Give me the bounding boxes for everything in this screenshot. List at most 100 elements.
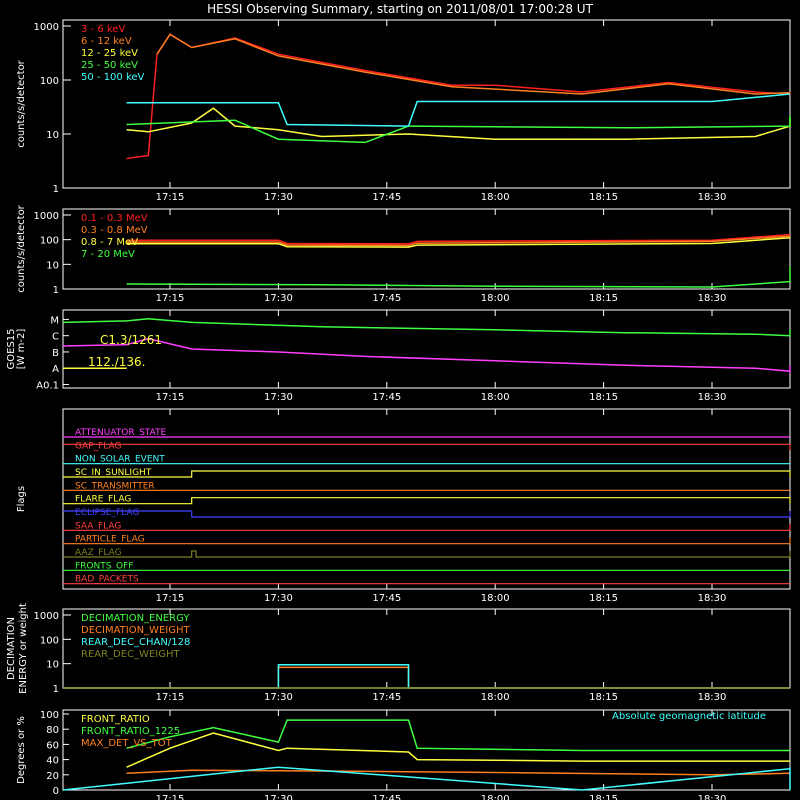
y-tick-label: 100 (40, 635, 59, 646)
x-tick-label: 18:30 (698, 794, 727, 800)
y-tick-label: A (52, 364, 59, 375)
legend-entry: 7 - 20 MeV (81, 249, 135, 260)
legend-entry: FRONT_RATIO (81, 714, 150, 725)
legend-entry: 0.3 - 0.8 MeV (81, 225, 148, 236)
panel-2: 17:15 17:30 17:45 18:00 18:15 18:30 1 10 100 1000… (16, 204, 791, 304)
flag-label: ECLIPSE_FLAG (75, 508, 139, 518)
y-axis-label: [W m-2] (16, 329, 27, 370)
y-axis-label: GOES15 (6, 328, 17, 369)
series-line (126, 266, 791, 288)
legend-entry: REAR_DEC_WEIGHT (81, 649, 180, 660)
panel-4: 17:15 17:30 17:45 18:00 18:15 18:30 Flags ATTEN… (16, 408, 791, 604)
series-line (126, 115, 791, 144)
panel-1: 17:15 17:30 17:45 18:00 18:15 18:30 1 10 100 1000… (16, 19, 791, 203)
panels: 17:15 17:30 17:45 18:00 18:15 18:301101001000… (6, 19, 791, 800)
x-tick-label: 18:00 (481, 692, 510, 703)
legend-entry: 0.1 - 0.3 MeV (81, 213, 148, 224)
flag-line (63, 470, 791, 478)
y-tick-label: C (52, 332, 59, 343)
series-line (126, 235, 791, 247)
x-tick-label: 17:30 (264, 692, 293, 703)
series-line (126, 236, 791, 248)
figure-title: HESSI Observing Summary, starting on 201… (207, 2, 593, 16)
y-tick-label: 1 (53, 184, 59, 195)
x-tick-label: 17:30 (264, 392, 293, 403)
y-tick-label: 10 (46, 130, 59, 141)
y-tick-label: 1000 (34, 611, 59, 622)
legend-entry: REAR_DEC_CHAN/128 (81, 637, 190, 648)
x-tick-label: 17:15 (156, 192, 185, 203)
legend-entry: MAX_DET_VS_TOT (81, 738, 173, 749)
series-line (126, 93, 791, 127)
x-tick-label: 18:15 (589, 192, 618, 203)
flag-line (63, 550, 791, 558)
flag-label: SAA_FLAG (75, 521, 121, 531)
annotation: Absolute geomagnetic latitude (612, 711, 766, 722)
series-line (63, 664, 790, 689)
x-tick-label: 18:00 (481, 794, 510, 800)
panel-frame (62, 19, 791, 189)
x-tick-label: 18:30 (698, 192, 727, 203)
x-tick-label: 17:45 (372, 293, 401, 304)
flag-label: SC_TRANSMITTER (75, 481, 155, 491)
legend-entry: 6 - 12 keV (81, 36, 132, 47)
x-tick-label: 17:15 (156, 794, 185, 800)
y-tick-label: 80 (46, 725, 59, 736)
y-tick-label: 1 (53, 285, 59, 296)
x-tick-label: 18:30 (698, 293, 727, 304)
annotation: C1.3/1261 (100, 333, 162, 347)
flag-label: GAP_FLAG (75, 441, 121, 451)
series-line (126, 769, 791, 776)
x-tick-label: 18:00 (481, 593, 510, 604)
x-tick-label: 17:45 (372, 692, 401, 703)
x-tick-label: 18:15 (589, 794, 618, 800)
x-tick-label: 17:30 (264, 192, 293, 203)
y-axis-label: Flags (16, 486, 27, 512)
y-tick-label: M (50, 315, 59, 326)
x-tick-label: 17:30 (264, 293, 293, 304)
flag-line (63, 524, 791, 531)
flag-label: ATTENUATOR_STATE (75, 428, 167, 438)
legend-entry: DECIMATION_ENERGY (81, 613, 190, 624)
y-axis-label: DECIMATION (6, 617, 17, 680)
flag-label: FRONTS_OFF (75, 561, 133, 571)
x-tick-label: 17:15 (156, 293, 185, 304)
flag-label: BAD_PACKETS (75, 575, 139, 585)
series-line (126, 233, 791, 245)
x-tick-label: 17:15 (156, 692, 185, 703)
legend-entry: 0.8 - 7 MeV (81, 237, 138, 248)
legend-entry: FRONT_RATIO_1225 (81, 726, 180, 737)
y-tick-label: A0.1 (36, 381, 59, 392)
series-line (126, 732, 790, 768)
y-tick-label: 100 (40, 236, 59, 247)
series-line (62, 317, 791, 337)
panel-frame (62, 208, 791, 290)
y-tick-label: 40 (46, 756, 59, 767)
x-tick-label: 17:15 (156, 392, 185, 403)
x-tick-label: 17:45 (372, 192, 401, 203)
series-line (126, 33, 791, 160)
y-axis-label: counts/s/detector (16, 204, 27, 292)
x-tick-label: 18:15 (589, 692, 618, 703)
series-line (126, 107, 791, 140)
flag-line (63, 443, 791, 451)
x-tick-label: 18:00 (481, 392, 510, 403)
x-tick-label: 18:00 (481, 192, 510, 203)
x-tick-label: 17:30 (264, 593, 293, 604)
y-axis-label: Degrees or % (16, 716, 27, 784)
panel-frame (62, 309, 791, 389)
panel-frame (62, 408, 791, 590)
panel-5: 17:15 17:30 17:45 18:00 18:15 18:30 1 10 100 1000… (6, 603, 791, 703)
flag-label: NON_SOLAR_EVENT (75, 455, 165, 465)
legend-entry: DECIMATION_WEIGHT (81, 625, 190, 636)
flag-label: SC_IN_SUNLIGHT (75, 468, 152, 478)
y-tick-label: 100 (40, 76, 59, 87)
y-tick-label: 10 (46, 660, 59, 671)
y-tick-label: 1000 (34, 22, 59, 33)
flag-label: AAZ_FLAG (75, 548, 122, 558)
flag-label: PARTICLE_FLAG (75, 535, 145, 545)
x-tick-label: 18:15 (589, 293, 618, 304)
series-line (126, 719, 790, 752)
